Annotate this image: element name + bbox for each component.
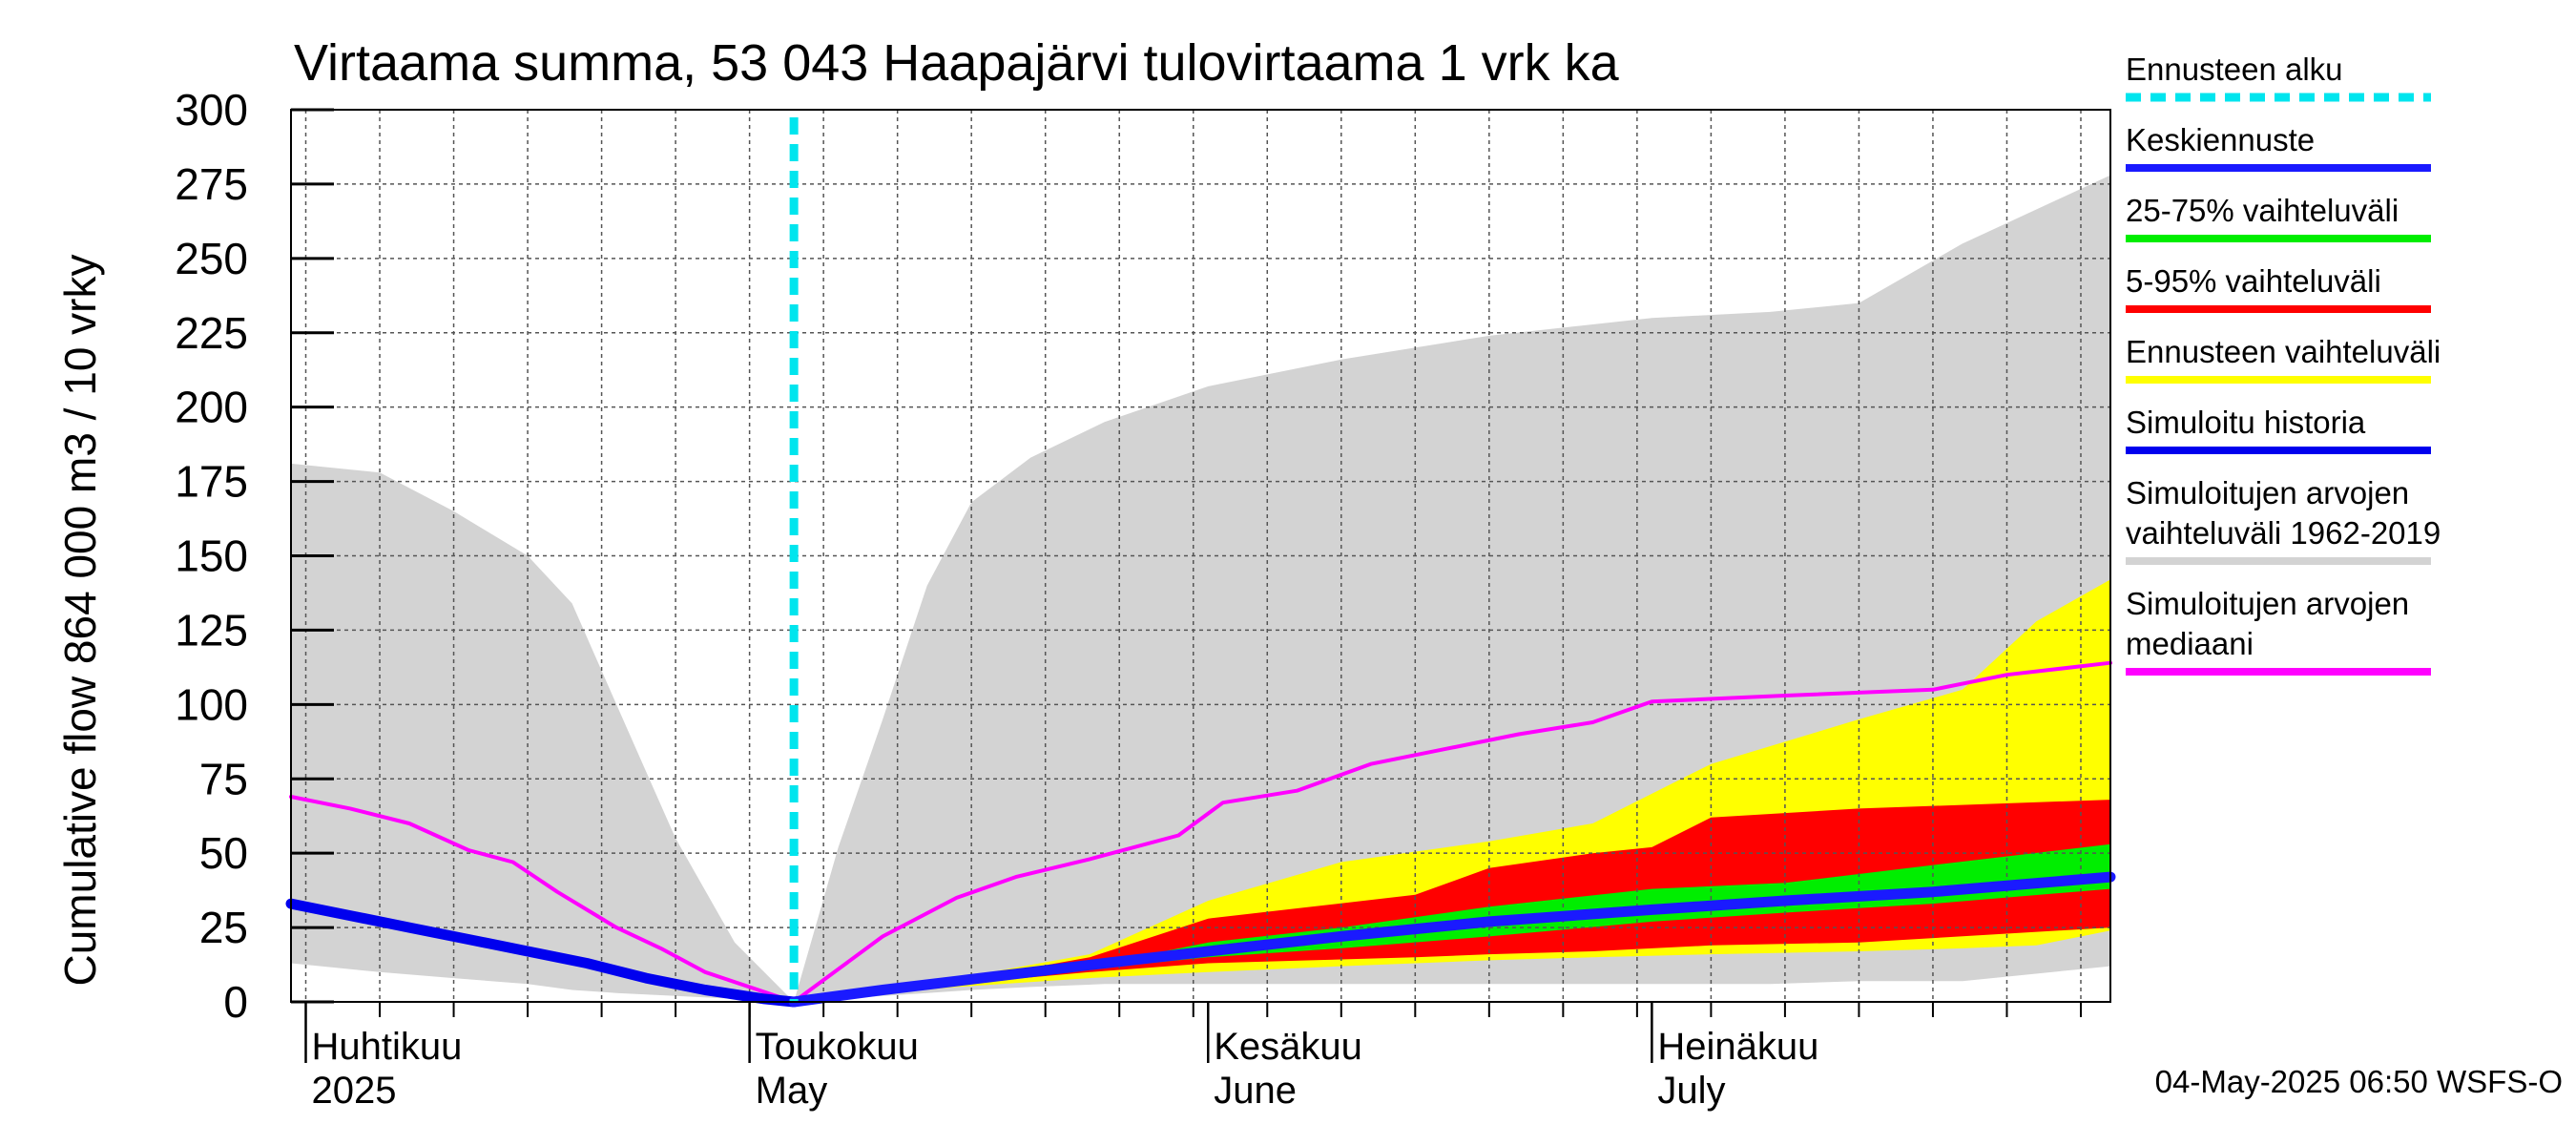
y-tick-label: 200 xyxy=(175,383,248,432)
x-month-sublabel: May xyxy=(756,1070,828,1112)
y-tick-label: 225 xyxy=(175,308,248,358)
line-series-0 xyxy=(289,660,2112,1004)
y-tick-label: 0 xyxy=(223,977,248,1027)
y-tick-label: 150 xyxy=(175,531,248,581)
legend-label-6: Simuloitujen arvojen xyxy=(2126,475,2409,510)
legend-label-1: Keskiennuste xyxy=(2126,122,2315,157)
y-tick-label: 300 xyxy=(175,85,248,135)
y-tick-label: 175 xyxy=(175,457,248,507)
y-tick-label: 50 xyxy=(199,828,248,878)
lines-layer xyxy=(285,117,2116,1008)
legend-label-7: mediaani xyxy=(2126,626,2254,661)
legend-label-4: Ennusteen vaihteluväli xyxy=(2126,334,2441,369)
legend-label-7: Simuloitujen arvojen xyxy=(2126,586,2409,621)
x-month-label: Huhtikuu xyxy=(312,1026,463,1068)
legend-label-2: 25-75% vaihteluväli xyxy=(2126,193,2399,228)
x-month-label: Kesäkuu xyxy=(1214,1026,1362,1068)
x-month-sublabel: July xyxy=(1657,1070,1725,1112)
line-series-1 xyxy=(285,898,800,1008)
line-series-2 xyxy=(788,871,2116,1008)
legend-label-0: Ennusteen alku xyxy=(2126,52,2343,87)
y-tick-label: 25 xyxy=(199,903,248,952)
legend-label-5: Simuloitu historia xyxy=(2126,405,2366,440)
y-tick-label: 275 xyxy=(175,159,248,209)
y-tick-label: 250 xyxy=(175,234,248,283)
legend-label-6: vaihteluväli 1962-2019 xyxy=(2126,515,2441,551)
y-tick-label: 100 xyxy=(175,679,248,729)
x-month-sublabel: June xyxy=(1214,1070,1297,1112)
y-tick-label: 125 xyxy=(175,605,248,655)
x-month-sublabel: 2025 xyxy=(312,1070,397,1112)
legend: Ennusteen alku Keskiennuste 25-75% vaihtel… xyxy=(2126,52,2441,676)
footer-timestamp: 04-May-2025 06:50 WSFS-O xyxy=(2155,1064,2563,1099)
y-axis-label: Cumulative flow 864 000 m3 / 10 vrky xyxy=(55,254,105,986)
x-month-label: Heinäkuu xyxy=(1657,1026,1818,1068)
x-month-label: Toukokuu xyxy=(756,1026,919,1068)
band-series-2 xyxy=(794,800,2110,1002)
axes-layer: 0 25 50 75 100 125 150 175 200 225 250 275 300 Huhtik… xyxy=(175,85,2111,1112)
legend-label-3: 5-95% vaihteluväli xyxy=(2126,263,2381,299)
chart-title: Virtaama summa, 53 043 Haapajärvi tulovi… xyxy=(294,34,1620,92)
y-tick-label: 75 xyxy=(199,754,248,803)
